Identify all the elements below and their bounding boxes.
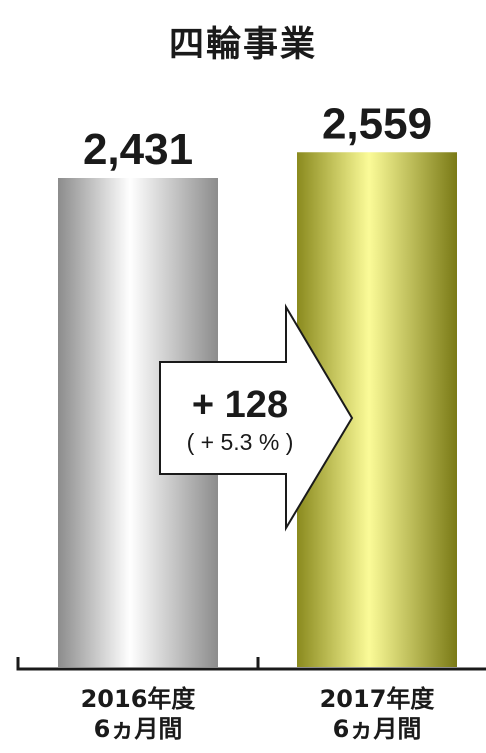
change-annotation: + 128 ( + 5.3 % ): [150, 383, 330, 457]
x-tick-label-2017: 2017年度 6ヵ月間: [319, 685, 435, 743]
change-amount: + 128: [191, 384, 289, 426]
x-tick-label-2016: 2016年度 6ヵ月間: [80, 685, 196, 743]
change-percent: ( + 5.3 % ): [186, 429, 294, 455]
x-axis-line: [16, 657, 486, 671]
bar-value-label-0: 2,431: [83, 125, 193, 174]
change-arrow: [159, 303, 354, 532]
chart-title: 四輪事業: [168, 25, 317, 65]
bar-value-label-1: 2,559: [322, 99, 432, 148]
